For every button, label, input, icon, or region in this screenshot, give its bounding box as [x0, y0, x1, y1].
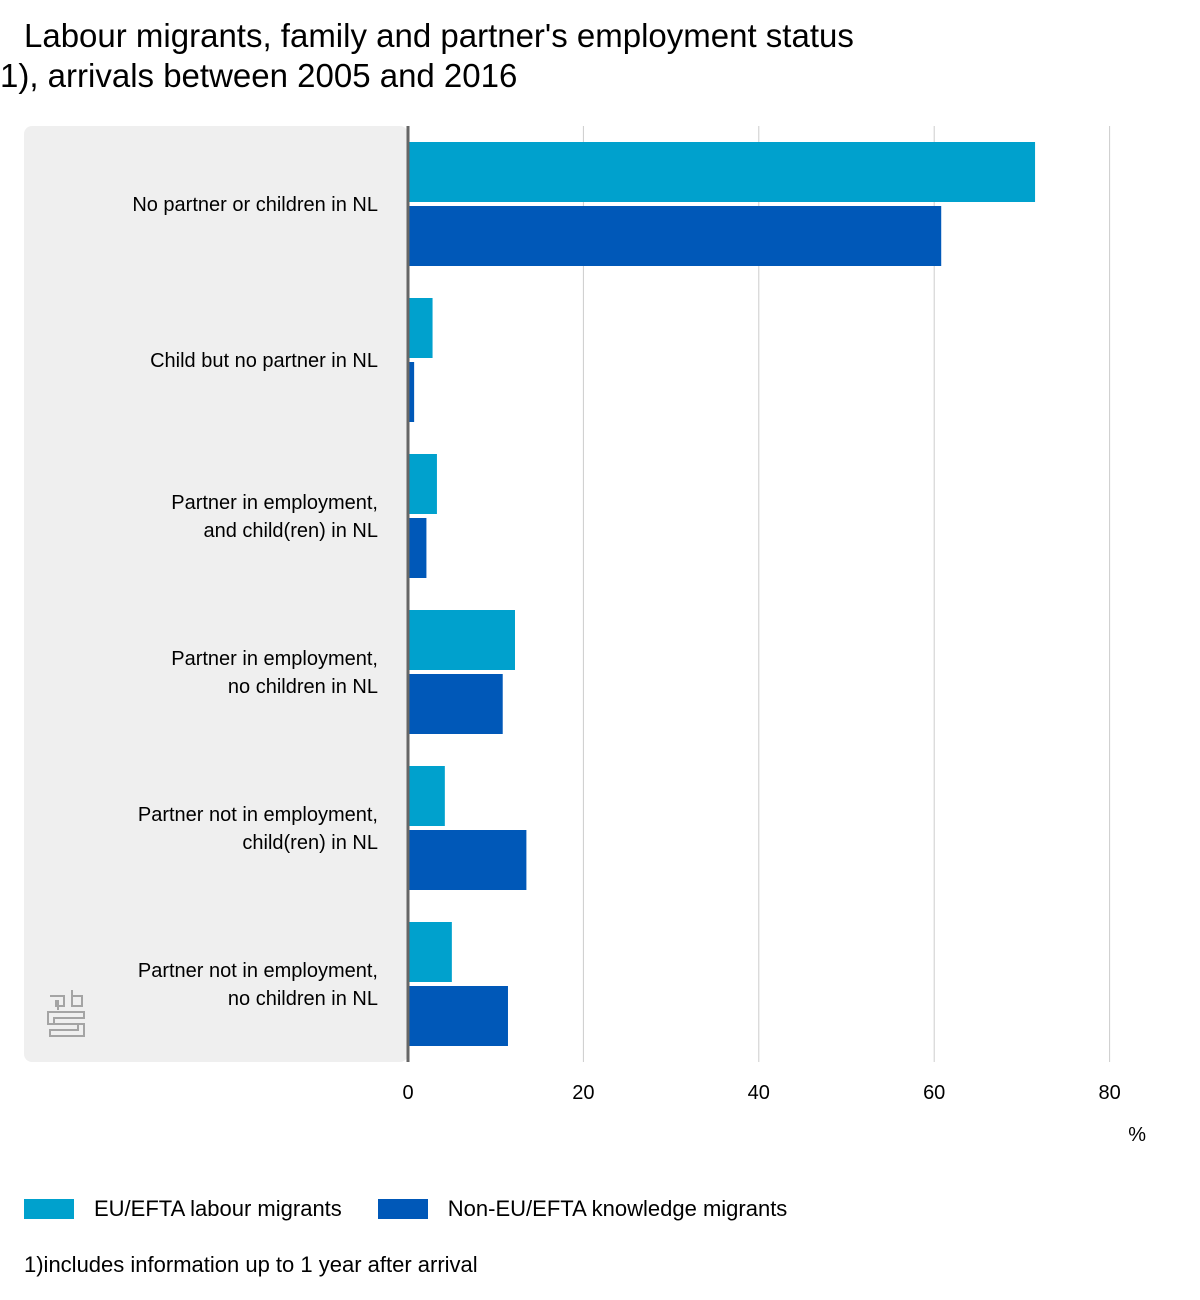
bar-non-eu-efta-1: [408, 362, 415, 422]
bars: [408, 142, 1036, 1046]
category-label: Partner in employment, and child(ren) in …: [171, 492, 378, 542]
footnote: 1)includes information up to 1 year afte…: [24, 1252, 478, 1277]
gridlines: [582, 126, 1111, 1062]
x-tick-label: 40: [748, 1082, 770, 1104]
cbs-logo-icon: [47, 990, 85, 1037]
legend-swatch-eu-efta: [24, 1199, 74, 1219]
category-label: Child but no partner in NL: [150, 350, 378, 372]
bar-chart: No partner or children in NL Child but no…: [24, 126, 1146, 1146]
bar-non-eu-efta-5: [408, 986, 508, 1046]
legend-label-eu-efta: EU/EFTA labour migrants: [94, 1196, 342, 1221]
y-axis-line: [406, 126, 410, 1062]
legend-item-eu-efta: EU/EFTA labour migrants: [24, 1196, 342, 1222]
category-label: Partner not in employment, child(ren) in …: [138, 804, 378, 854]
category-labels: No partner or children in NL Child but no…: [132, 194, 378, 1010]
legend-label-non-eu-efta: Non-EU/EFTA knowledge migrants: [447, 1196, 788, 1221]
legend-item-non-eu-efta: Non-EU/EFTA knowledge migrants: [377, 1196, 788, 1222]
legend-swatch-non-eu-efta: [377, 1199, 428, 1219]
legend: EU/EFTA labour migrants Non-EU/EFTA know…: [24, 1196, 823, 1222]
bar-eu-efta-5: [408, 922, 452, 982]
chart-title: Labour migrants, family and partner's em…: [0, 16, 1200, 96]
bar-non-eu-efta-0: [408, 206, 942, 266]
category-label: No partner or children in NL: [132, 194, 378, 216]
bar-eu-efta-1: [408, 298, 433, 358]
label-panel: [24, 126, 408, 1062]
x-axis-unit-label: %: [1128, 1124, 1146, 1146]
bar-eu-efta-4: [408, 766, 445, 826]
x-axis-ticks: 0 20 40 60 80: [402, 1082, 1120, 1104]
chart-title-line-1: Labour migrants, family and partner's em…: [24, 17, 854, 54]
x-tick-label: 20: [572, 1082, 594, 1104]
x-tick-label: 0: [402, 1082, 413, 1104]
bar-non-eu-efta-4: [408, 830, 527, 890]
bar-eu-efta-2: [408, 454, 437, 514]
category-label: Partner in employment, no children in NL: [171, 648, 378, 698]
bar-non-eu-efta-2: [408, 518, 427, 578]
category-label: Partner not in employment, no children in…: [138, 960, 378, 1010]
bar-non-eu-efta-3: [408, 674, 503, 734]
bar-eu-efta-0: [408, 142, 1036, 202]
x-tick-label: 60: [923, 1082, 945, 1104]
x-tick-label: 80: [1098, 1082, 1120, 1104]
bar-eu-efta-3: [408, 610, 515, 670]
chart-title-line-2: 1), arrivals between 2005 and 2016: [0, 57, 518, 94]
